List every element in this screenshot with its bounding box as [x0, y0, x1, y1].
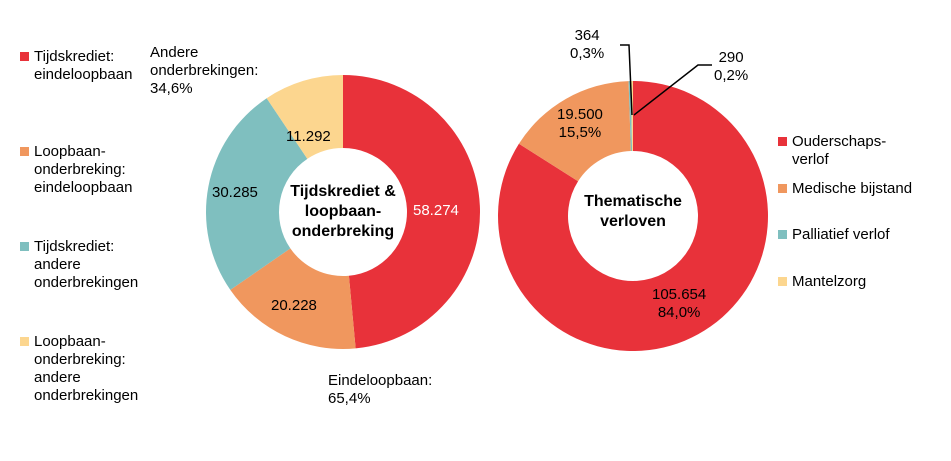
data-label: 20.228: [271, 297, 317, 314]
donut-slice: [498, 81, 768, 351]
legend-label: Medische bijstand: [792, 180, 913, 197]
data-label: 290 0,2%: [714, 49, 749, 84]
legend-label: eindeloopbaan: [34, 66, 133, 83]
data-label: 30.285: [212, 184, 258, 201]
legend-swatch: [20, 52, 29, 61]
legend-label: onderbrekingen: [34, 274, 139, 291]
data-label: 58.274: [413, 202, 459, 219]
legend-item: Medische bijstand: [778, 180, 912, 198]
legend-swatch: [778, 184, 787, 193]
legend-label: Loopbaan-: [34, 333, 106, 350]
legend-label: onderbreking:: [34, 351, 126, 368]
legend-swatch: [778, 137, 787, 146]
donut-slice: [230, 248, 356, 349]
group-label-eindeloopbaan: Eindeloopbaan: 65,4%: [328, 372, 433, 407]
legend-label: andere: [34, 256, 81, 273]
legend-label: Tijdskrediet:: [34, 48, 115, 65]
legend-item: Palliatief verlof: [778, 226, 890, 244]
data-label: 364 0,3%: [570, 27, 605, 62]
center-title: Tijdskrediet & loopbaan-onderbreking: [290, 183, 396, 240]
center-title: Thematische verloven: [584, 193, 682, 230]
legend-swatch: [778, 230, 787, 239]
legend-swatch: [778, 277, 787, 286]
legend-item: Loopbaan-onderbreking: andere onderbreking…: [20, 333, 138, 405]
group-label-andere: Andere onderbrekingen: 34,6%: [150, 44, 259, 97]
legend-item: Loopbaan-onderbreking: eindeloopbaan: [20, 143, 132, 197]
legend-label: onderbreking:: [34, 161, 126, 178]
legend-item: Tijdskrediet: andere onderbrekingen: [20, 238, 138, 292]
legend-label: Mantelzorg: [792, 273, 867, 290]
legend-label: Loopbaan-: [34, 143, 106, 160]
leader-line: [620, 44, 633, 116]
legend-label: andere: [34, 369, 81, 386]
data-label: 19.500 15,5%: [557, 106, 603, 141]
donut-slice: [518, 81, 631, 182]
legend-swatch: [20, 242, 29, 251]
legend-item: Tijdskrediet: eindeloopbaan: [20, 48, 132, 84]
legend-swatch: [20, 337, 29, 346]
legend-swatch: [20, 147, 29, 156]
legend-label: Palliatief verlof: [792, 226, 890, 243]
legend-item: Ouderschaps-verlof: [778, 133, 886, 169]
legend-label: verlof: [792, 151, 829, 168]
leader-line: [633, 64, 712, 116]
legend-label: Tijdskrediet:: [34, 238, 115, 255]
legend-label: eindeloopbaan: [34, 179, 133, 196]
data-label: 11.292: [286, 128, 331, 145]
donut-slice: [266, 75, 343, 159]
donut-slice: [206, 98, 308, 290]
donut-slice: [343, 75, 480, 349]
legend-label: Ouderschaps-: [792, 133, 887, 150]
legend-label: onderbrekingen: [34, 387, 139, 404]
data-label: 105.654 84,0%: [652, 286, 707, 321]
legend-item: Mantelzorg: [778, 273, 866, 291]
